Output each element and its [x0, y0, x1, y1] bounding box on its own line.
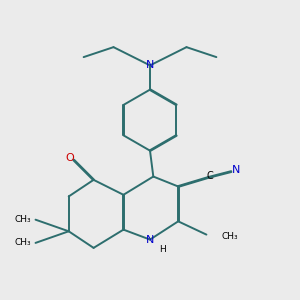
Text: N: N	[232, 165, 241, 175]
Text: CH₃: CH₃	[15, 238, 31, 247]
Text: N: N	[146, 235, 154, 244]
Text: C: C	[206, 171, 213, 181]
Text: N: N	[146, 60, 154, 70]
Text: O: O	[65, 153, 74, 163]
Text: CH₃: CH₃	[15, 215, 31, 224]
Text: CH₃: CH₃	[221, 232, 238, 241]
Text: H: H	[159, 245, 166, 254]
